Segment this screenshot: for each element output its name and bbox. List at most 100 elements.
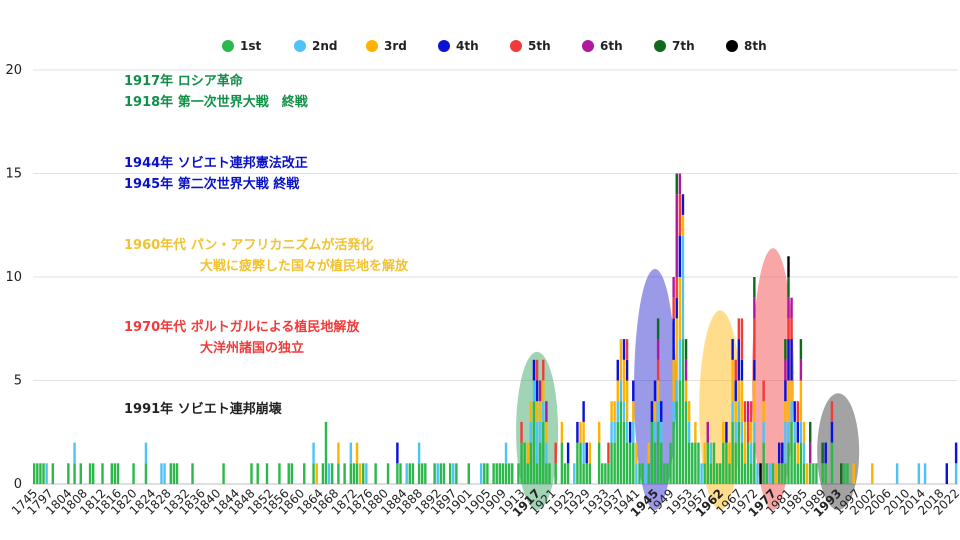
- bar-segment-2nd: [737, 401, 741, 422]
- annotation-text: 1991年 ソビエト連邦崩壊: [124, 401, 283, 417]
- bar-segment-1st: [321, 463, 325, 484]
- bar-segment-1st: [265, 463, 269, 484]
- bar-segment-3rd: [678, 277, 682, 340]
- bar-segment-3rd: [619, 339, 623, 381]
- bar-segment-3rd: [613, 401, 616, 422]
- bar-segment-7th: [799, 339, 803, 360]
- bar-segment-6th: [790, 297, 793, 319]
- bar-segment-4th: [781, 442, 784, 464]
- bar-segment-4th: [585, 442, 588, 464]
- bar-segment-3rd: [542, 380, 545, 402]
- bar-segment-3rd: [560, 421, 564, 443]
- bar-segment-1st: [765, 463, 768, 484]
- y-tick-label: 20: [5, 63, 22, 78]
- bar-segment-4th: [784, 380, 787, 402]
- bar-segment-2nd: [790, 401, 793, 422]
- bar-segment-1st: [191, 463, 194, 484]
- bar-segment-5th: [542, 359, 545, 381]
- bar-segment-2nd: [675, 380, 678, 402]
- bar-segment-1st: [110, 463, 114, 484]
- bar-segment-1st: [666, 463, 669, 484]
- bar-segment-4th: [954, 442, 958, 464]
- bar-segment-2nd: [365, 463, 368, 484]
- bar-segment-2nd: [616, 401, 619, 422]
- bar-segment-2nd: [681, 235, 685, 340]
- bar-segment-1st: [647, 463, 651, 484]
- bar-segment-3rd: [635, 442, 638, 464]
- bar-segment-3rd: [610, 401, 613, 422]
- bar-segment-1st: [421, 463, 424, 484]
- legend-marker: [726, 40, 738, 52]
- bar-segment-2nd: [532, 380, 536, 402]
- bar-segment-1st: [386, 463, 390, 484]
- bar-segment-1st: [604, 463, 607, 484]
- bar-segment-1st: [843, 463, 846, 484]
- bar-segment-1st: [278, 463, 281, 484]
- bar-segment-2nd: [700, 463, 703, 484]
- bar-segment-1st: [619, 401, 623, 484]
- bar-segment-2nd: [644, 463, 647, 484]
- bar-segment-1st: [535, 463, 539, 484]
- annotation-text: 大洋州諸国の独立: [200, 340, 304, 356]
- bar-segment-3rd: [871, 463, 874, 484]
- bar-segment-1st: [455, 463, 458, 484]
- bar-segment-1st: [324, 421, 328, 484]
- bar-segment-4th: [582, 401, 585, 422]
- bar-segment-1st: [73, 463, 76, 484]
- bar-segment-5th: [750, 401, 753, 422]
- bar-segment-4th: [576, 421, 579, 443]
- bar-segment-1st: [362, 463, 365, 484]
- bar-segment-5th: [737, 318, 741, 340]
- bar-segment-2nd: [619, 380, 623, 402]
- bar-segment-1st: [337, 463, 340, 484]
- bar-segment-2nd: [768, 463, 772, 484]
- bar-segment-3rd: [784, 401, 787, 422]
- bar-segment-3rd: [582, 421, 585, 443]
- bar-segment-2nd: [917, 463, 921, 484]
- bar-segment-1st: [495, 463, 498, 484]
- bar-segment-1st: [638, 463, 641, 484]
- bar-segment-2nd: [784, 421, 787, 464]
- bar-segment-5th: [740, 318, 744, 360]
- legend-label: 5th: [528, 39, 551, 53]
- bar-segment-1st: [330, 463, 334, 484]
- bar-segment-1st: [669, 442, 672, 484]
- bar-segment-3rd: [684, 380, 688, 402]
- bar-segment-1st: [256, 463, 259, 484]
- annotation-text: 1917年 ロシア革命: [124, 73, 244, 89]
- bar-segment-1st: [222, 463, 225, 484]
- bar-segment-6th: [656, 339, 660, 360]
- bar-segment-1st: [417, 463, 421, 484]
- bar-segment-2nd: [144, 442, 148, 464]
- bar-segment-1st: [42, 463, 45, 484]
- bar-segment-1st: [613, 442, 616, 484]
- bar-segment-1st: [483, 463, 486, 484]
- bar-segment-1st: [706, 442, 709, 484]
- bar-segment-1st: [728, 463, 731, 484]
- annotation-text: 1918年 第一次世界大戦 終戦: [124, 94, 309, 110]
- bar-segment-1st: [132, 463, 135, 484]
- legend-label: 1st: [240, 39, 261, 53]
- bar-segment-5th: [607, 442, 610, 464]
- bar-segment-2nd: [653, 421, 657, 443]
- bar-segment-3rd: [703, 442, 706, 464]
- bar-segment-3rd: [545, 421, 548, 443]
- bar-segment-1st: [846, 463, 849, 484]
- bar-segment-3rd: [675, 318, 678, 381]
- bar-segment-1st: [79, 463, 82, 484]
- bar-segment-2nd: [613, 421, 616, 443]
- bar-segment-1st: [787, 442, 790, 484]
- bar-segment-4th: [796, 421, 800, 443]
- bar-segment-3rd: [743, 421, 747, 464]
- bar-segment-1st: [712, 442, 716, 484]
- bar-segment-2nd: [163, 463, 166, 484]
- bar-segment-1st: [172, 463, 176, 484]
- bar-segment-6th: [545, 401, 548, 422]
- bar-segment-1st: [610, 442, 613, 484]
- bar-segment-3rd: [672, 359, 675, 402]
- bar-segment-4th: [653, 380, 657, 402]
- bar-segment-1st: [532, 401, 536, 484]
- bar-segment-1st: [656, 421, 660, 484]
- bar-segment-1st: [144, 463, 148, 484]
